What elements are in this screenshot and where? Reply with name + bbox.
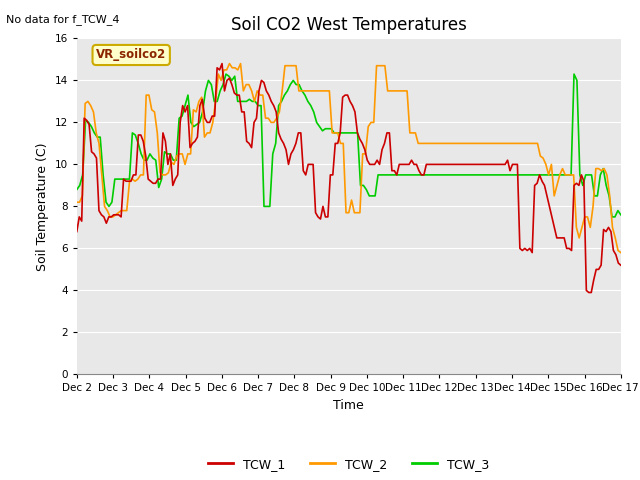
TCW_1 <box>270 103 278 108</box>
Line: TCW_1: TCW_1 <box>77 64 621 292</box>
TCW_1 <box>617 262 625 268</box>
TCW_1 <box>95 208 103 214</box>
Legend: TCW_1, TCW_2, TCW_3: TCW_1, TCW_2, TCW_3 <box>203 453 495 476</box>
TCW_1 <box>255 88 263 94</box>
TCW_1 <box>218 61 226 67</box>
TCW_3 <box>93 134 101 140</box>
TCW_3 <box>190 124 198 130</box>
TCW_1 <box>73 229 81 235</box>
TCW_3 <box>520 172 528 178</box>
TCW_2 <box>226 61 234 67</box>
TCW_2 <box>84 98 92 104</box>
TCW_3 <box>339 130 347 136</box>
TCW_3 <box>515 172 522 178</box>
TCW_1 <box>225 75 233 81</box>
Line: TCW_3: TCW_3 <box>77 74 621 217</box>
TCW_2 <box>567 172 575 178</box>
Y-axis label: Soil Temperature (C): Soil Temperature (C) <box>36 142 49 271</box>
Text: VR_soilco2: VR_soilco2 <box>96 48 166 61</box>
TCW_3 <box>73 187 81 192</box>
X-axis label: Time: Time <box>333 399 364 412</box>
TCW_2 <box>73 199 81 205</box>
TCW_1 <box>142 153 150 159</box>
Text: No data for f_TCW_4: No data for f_TCW_4 <box>6 14 120 25</box>
Title: Soil CO2 West Temperatures: Soil CO2 West Temperatures <box>231 16 467 34</box>
Line: TCW_2: TCW_2 <box>77 64 621 252</box>
TCW_2 <box>167 159 175 165</box>
TCW_3 <box>222 71 230 77</box>
TCW_1 <box>585 289 593 295</box>
TCW_2 <box>90 109 97 115</box>
TCW_3 <box>433 172 440 178</box>
TCW_3 <box>608 214 616 220</box>
TCW_1 <box>568 248 575 253</box>
TCW_2 <box>461 141 469 146</box>
TCW_3 <box>617 212 625 218</box>
TCW_2 <box>189 107 197 113</box>
TCW_2 <box>617 250 625 255</box>
